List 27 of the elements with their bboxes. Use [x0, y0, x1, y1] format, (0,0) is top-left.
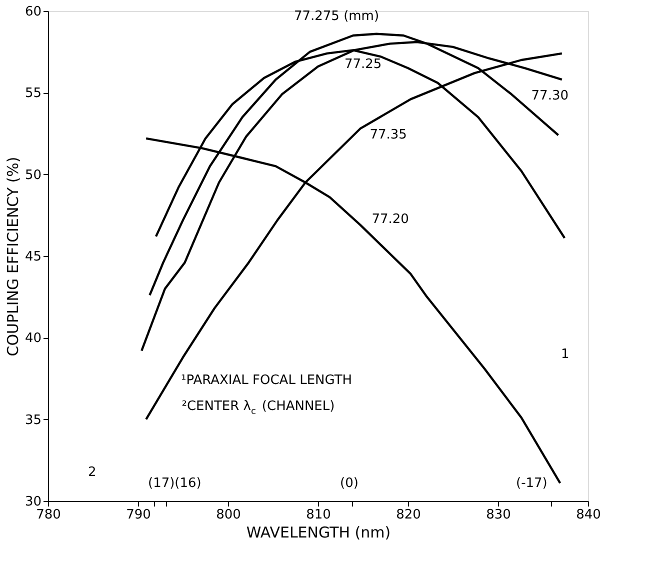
x-tick-label: 830 — [486, 508, 511, 522]
x-axis-title: WAVELENGTH (nm) — [246, 524, 391, 542]
x-tick-label: 780 — [36, 508, 61, 522]
y-tick-label: 40 — [24, 331, 42, 346]
series-label: 77.25 — [344, 57, 382, 72]
y-tick-label: 35 — [24, 412, 42, 428]
y-axis-title: COUPLING EFFICIENCY (%) — [4, 156, 22, 356]
x-tick-label: 800 — [216, 508, 241, 522]
annotation: ¹PARAXIAL FOCAL LENGTH — [181, 373, 352, 388]
y-tick-label: 60 — [24, 4, 42, 20]
annotation: 2 — [88, 465, 96, 480]
series-label: 77.275 (mm) — [294, 8, 380, 24]
y-tick-label: 50 — [24, 168, 42, 183]
series-label: 77.30 — [531, 88, 569, 104]
annotation: (-17) — [516, 476, 548, 491]
x-tick-label: 820 — [396, 508, 421, 522]
x-tick-label: 840 — [576, 508, 601, 522]
annotation: (0) — [340, 476, 358, 491]
annotation: (17)(16) — [148, 476, 202, 491]
annotation: 1 — [561, 347, 570, 362]
y-tick-label: 55 — [24, 86, 42, 102]
series-label: 77.35 — [370, 128, 407, 143]
x-tick-label: 790 — [126, 508, 151, 522]
y-tick-label: 45 — [24, 250, 42, 264]
y-tick-label: 30 — [24, 494, 42, 510]
x-tick-label: 810 — [306, 508, 331, 522]
series-label: 77.20 — [372, 212, 409, 227]
